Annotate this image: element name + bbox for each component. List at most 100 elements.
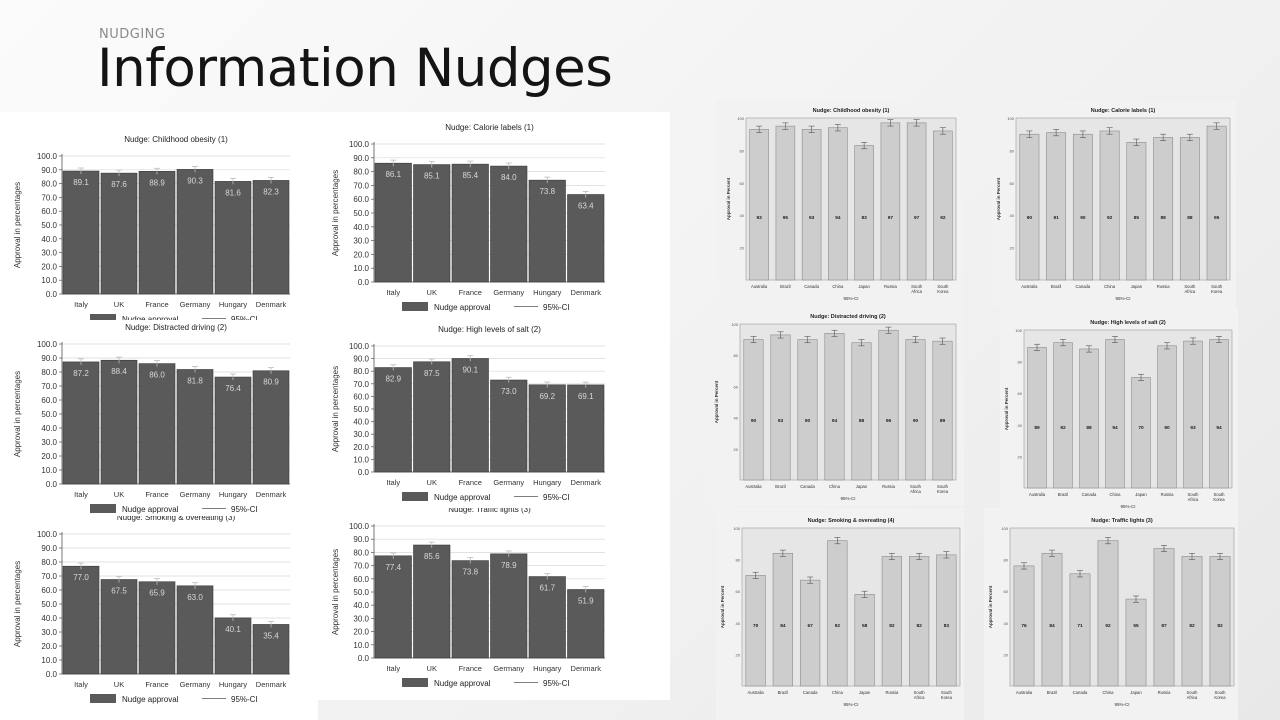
y-axis-label: Approval in Percent: [714, 380, 719, 423]
bar: [567, 384, 605, 473]
bar: [252, 624, 290, 675]
chart-title: Nudge: Childhood obesity (1): [124, 135, 228, 144]
x-tick-label: China: [832, 690, 844, 695]
x-tick-label: Australia: [745, 484, 762, 489]
y-tick-label: 100: [731, 322, 738, 327]
data-label: 77.0: [73, 573, 89, 582]
y-tick-label: 60: [1018, 391, 1023, 396]
y-tick-label: 40: [1018, 423, 1023, 428]
x-tick-label: Russia: [882, 484, 895, 489]
data-label: 88: [859, 418, 865, 424]
data-label: 55: [1133, 623, 1139, 629]
y-tick-label: 40: [736, 621, 741, 626]
data-label: 82.9: [385, 375, 401, 384]
x-tick-label: UK: [114, 680, 124, 689]
bar: [451, 560, 489, 659]
bar: [374, 555, 412, 659]
y-tick-label: 60: [740, 181, 745, 186]
x-tick-label: Brazil: [1058, 492, 1069, 497]
data-label: 89: [940, 418, 946, 424]
x-tick-label: Japan: [858, 284, 870, 289]
bar: [176, 369, 214, 485]
x-tick-label: France: [145, 300, 168, 309]
data-label: 35.4: [263, 631, 279, 640]
x-tick-label: Germany: [180, 680, 211, 689]
x-tick-label: South: [914, 690, 926, 695]
y-tick-label: 30.0: [41, 628, 57, 637]
x-tick-label: South: [911, 284, 923, 289]
y-tick-label: 30.0: [353, 237, 369, 246]
y-tick-label: 50.0: [41, 221, 57, 230]
bar: [745, 575, 766, 687]
data-label: 70: [1138, 425, 1144, 431]
data-label: 92: [1105, 623, 1111, 629]
bar: [905, 339, 926, 481]
x-axis-label: 95%-CI: [843, 702, 858, 707]
y-axis-label: Approval in Percent: [726, 177, 731, 220]
bar: [1126, 141, 1147, 281]
x-tick-label: Africa: [914, 695, 925, 700]
y-tick-label: 60.0: [41, 396, 57, 405]
chart-title: Nudge: Childhood obesity (1): [813, 108, 890, 114]
y-tick-label: 20.0: [353, 250, 369, 259]
y-tick-label: 20: [1010, 246, 1015, 251]
x-tick-label: Africa: [911, 289, 922, 294]
bar: [1027, 347, 1047, 489]
x-tick-label: Canada: [800, 484, 815, 489]
y-tick-label: 80: [1010, 148, 1015, 153]
chart-title: Nudge: Distracted driving (2): [125, 323, 227, 332]
y-tick-label: 60: [1010, 181, 1015, 186]
y-tick-label: 40.0: [353, 601, 369, 610]
bar: [1206, 125, 1227, 281]
bar: [214, 376, 252, 485]
bar: [878, 329, 899, 481]
x-tick-label: South: [1184, 284, 1196, 289]
data-label: 81.6: [225, 188, 241, 197]
legend-swatch: [90, 314, 116, 320]
y-tick-label: 70.0: [353, 380, 369, 389]
y-tick-label: 40: [1010, 213, 1015, 218]
data-label: 85: [1134, 215, 1140, 221]
y-tick-label: 60.0: [41, 207, 57, 216]
x-tick-label: Germany: [493, 478, 524, 487]
data-label: 91: [1053, 215, 1059, 221]
bar: [490, 553, 528, 659]
x-tick-label: Denmark: [256, 490, 287, 499]
bar: [770, 334, 791, 481]
x-tick-label: Russia: [1161, 492, 1174, 497]
bar: [490, 165, 528, 283]
data-label: 88: [1187, 215, 1193, 221]
x-tick-label: Australia: [1016, 690, 1033, 695]
x-tick-label: Canada: [1076, 284, 1091, 289]
data-label: 86.0: [149, 371, 165, 380]
x-tick-label: Korea: [941, 695, 953, 700]
data-label: 90: [1080, 215, 1086, 221]
y-tick-label: 50.0: [353, 405, 369, 414]
chart-title: Nudge: Distracted driving (2): [810, 314, 886, 320]
y-tick-label: 50.0: [41, 600, 57, 609]
chart-title: Nudge: Calorie labels (1): [445, 123, 534, 132]
data-label: 94: [1216, 425, 1222, 431]
y-tick-label: 100: [1007, 116, 1014, 121]
x-tick-label: Brazil: [1051, 284, 1062, 289]
x-tick-label: China: [832, 284, 844, 289]
chart-title: Nudge: Traffic lights (3): [1091, 518, 1153, 524]
y-tick-label: 20: [736, 652, 741, 657]
x-tick-label: Hungary: [219, 680, 248, 689]
chart-6: Nudge: Traffic lights (3) 0.0 10.0 20.0 30.0…: [331, 508, 605, 688]
bar: [824, 333, 845, 481]
data-label: 87: [1161, 623, 1167, 629]
y-tick-label: 90.0: [353, 154, 369, 163]
y-tick-label: 60: [734, 384, 739, 389]
data-label: 88.9: [149, 178, 165, 187]
legend-label: Nudge approval: [434, 493, 491, 502]
bar: [1179, 137, 1200, 281]
legend-ci-label: 95%-CI: [231, 695, 258, 704]
y-tick-label: 20.0: [41, 452, 57, 461]
data-label: 88: [1160, 215, 1166, 221]
x-axis-label: 95%-CI: [1120, 504, 1135, 509]
x-tick-label: Africa: [1188, 497, 1199, 502]
y-axis-label: Approval in Percent: [988, 585, 993, 628]
legend-ci-label: 95%-CI: [543, 493, 570, 502]
y-tick-label: 70.0: [41, 382, 57, 391]
